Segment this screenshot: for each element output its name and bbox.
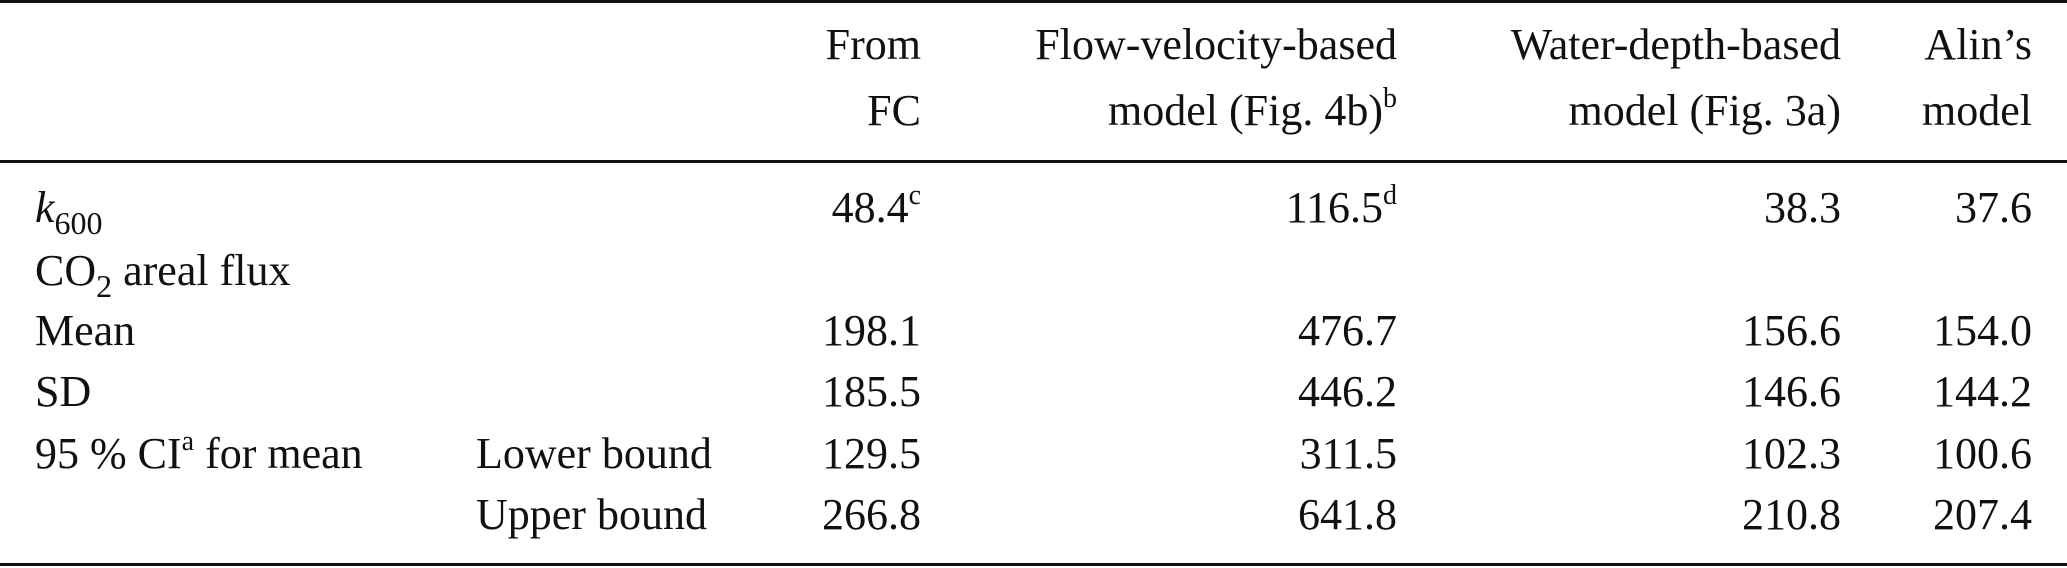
row-k600-fc: 48.4c — [831, 180, 921, 233]
header-alin-line2: model — [1922, 86, 2032, 135]
k600-flow-footnote: d — [1383, 180, 1397, 211]
row-mean-alin: 154.0 — [1933, 306, 2032, 355]
row-sd-label: SD — [35, 367, 92, 416]
co2-text: CO — [35, 246, 97, 295]
row-co2-label: CO2 areal flux — [35, 246, 291, 302]
header-depth-line1: Water-depth-based — [1510, 20, 1841, 69]
row-ci-lower-flow: 311.5 — [1299, 429, 1397, 478]
row-ci-lower-fc: 129.5 — [822, 429, 921, 478]
header-flow-text: model (Fig. 4b) — [1108, 86, 1383, 135]
row-mean-depth: 156.6 — [1742, 306, 1841, 355]
co2-subscript: 2 — [96, 268, 113, 304]
header-flow-footnote: b — [1383, 83, 1397, 114]
row-mean-fc: 198.1 — [822, 306, 921, 355]
k600-flow-value: 116.5 — [1285, 183, 1383, 232]
k600-fc-value: 48.4 — [831, 183, 909, 232]
row-ci-upper-depth: 210.8 — [1742, 490, 1841, 539]
row-k600-alin: 37.6 — [1955, 183, 2032, 232]
row-ci-upper-sublabel: Upper bound — [476, 490, 707, 539]
row-mean-flow: 476.7 — [1298, 306, 1397, 355]
top-rule — [0, 0, 2067, 3]
row-ci-upper-fc: 266.8 — [822, 490, 921, 539]
row-ci-upper-alin: 207.4 — [1933, 490, 2032, 539]
row-sd-flow: 446.2 — [1298, 367, 1397, 416]
row-ci-lower-alin: 100.6 — [1933, 429, 2032, 478]
header-rule — [0, 160, 2067, 163]
row-sd-depth: 146.6 — [1742, 367, 1841, 416]
header-flow-line2: model (Fig. 4b)b — [1108, 83, 1397, 136]
header-depth-line2: model (Fig. 3a) — [1568, 86, 1841, 135]
ci-suffix: for mean — [194, 429, 363, 478]
header-alin-line1: Alin’s — [1924, 20, 2032, 69]
row-k600-label: k600 — [35, 183, 103, 239]
header-flow-line1: Flow-velocity-based — [1035, 20, 1397, 69]
row-sd-alin: 144.2 — [1933, 367, 2032, 416]
k600-fc-footnote: c — [908, 180, 921, 211]
row-mean-label: Mean — [35, 306, 136, 355]
row-k600-depth: 38.3 — [1764, 183, 1841, 232]
k-subscript: 600 — [54, 205, 103, 241]
row-ci-lower-depth: 102.3 — [1742, 429, 1841, 478]
header-fc-line1: From — [825, 20, 921, 69]
row-ci-lower-sublabel: Lower bound — [476, 429, 712, 478]
ci-text: 95 % CI — [35, 429, 182, 478]
row-ci-upper-flow: 641.8 — [1298, 490, 1397, 539]
co2-suffix: areal flux — [112, 246, 291, 295]
row-sd-fc: 185.5 — [822, 367, 921, 416]
header-fc-line2: FC — [867, 86, 921, 135]
row-ci-label: 95 % CIa for mean — [35, 426, 363, 479]
bottom-rule — [0, 563, 2067, 566]
ci-footnote: a — [181, 426, 195, 457]
k-symbol: k — [35, 183, 55, 232]
row-k600-flow: 116.5d — [1285, 180, 1397, 233]
